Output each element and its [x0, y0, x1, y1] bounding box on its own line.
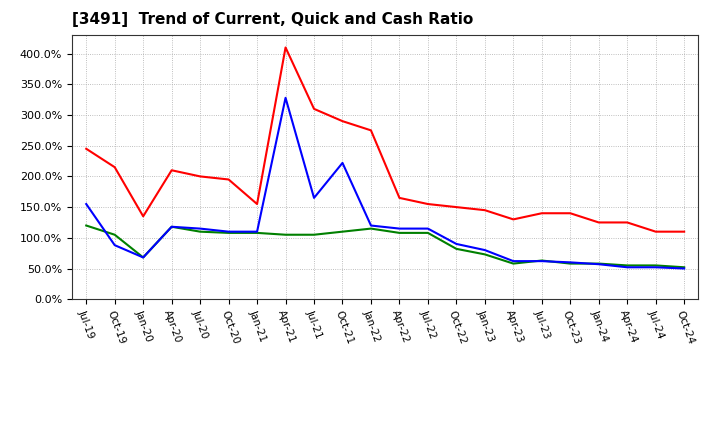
Cash Ratio	[225, 229, 233, 235]
Quick Ratio	[395, 230, 404, 235]
Quick Ratio	[566, 261, 575, 266]
Current Ratio	[167, 168, 176, 173]
Current Ratio	[338, 118, 347, 124]
Quick Ratio	[310, 232, 318, 237]
Cash Ratio	[395, 226, 404, 231]
Cash Ratio	[338, 160, 347, 165]
Current Ratio	[395, 195, 404, 201]
Cash Ratio	[139, 255, 148, 260]
Quick Ratio	[680, 264, 688, 270]
Current Ratio	[282, 45, 290, 50]
Cash Ratio	[595, 261, 603, 267]
Quick Ratio	[480, 252, 489, 257]
Quick Ratio	[253, 230, 261, 235]
Current Ratio	[139, 214, 148, 219]
Quick Ratio	[225, 230, 233, 235]
Current Ratio	[566, 211, 575, 216]
Cash Ratio	[310, 195, 318, 201]
Cash Ratio	[423, 226, 432, 231]
Cash Ratio	[623, 264, 631, 270]
Current Ratio	[680, 229, 688, 235]
Current Ratio	[310, 106, 318, 111]
Cash Ratio	[282, 95, 290, 100]
Quick Ratio	[139, 255, 148, 260]
Cash Ratio	[196, 226, 204, 231]
Cash Ratio	[110, 242, 119, 248]
Current Ratio	[452, 205, 461, 210]
Quick Ratio	[652, 263, 660, 268]
Quick Ratio	[623, 263, 631, 268]
Line: Cash Ratio: Cash Ratio	[86, 98, 684, 268]
Current Ratio	[110, 165, 119, 170]
Current Ratio	[253, 202, 261, 207]
Quick Ratio	[167, 224, 176, 229]
Current Ratio	[423, 202, 432, 207]
Quick Ratio	[282, 232, 290, 237]
Cash Ratio	[680, 266, 688, 271]
Current Ratio	[366, 128, 375, 133]
Quick Ratio	[452, 246, 461, 252]
Quick Ratio	[595, 261, 603, 266]
Quick Ratio	[110, 232, 119, 237]
Quick Ratio	[423, 230, 432, 235]
Current Ratio	[652, 229, 660, 235]
Quick Ratio	[196, 229, 204, 235]
Cash Ratio	[82, 202, 91, 207]
Quick Ratio	[509, 261, 518, 266]
Cash Ratio	[537, 258, 546, 264]
Quick Ratio	[338, 229, 347, 235]
Cash Ratio	[652, 264, 660, 270]
Cash Ratio	[167, 224, 176, 229]
Cash Ratio	[566, 260, 575, 265]
Current Ratio	[509, 217, 518, 222]
Current Ratio	[595, 220, 603, 225]
Quick Ratio	[537, 258, 546, 263]
Current Ratio	[225, 177, 233, 182]
Cash Ratio	[480, 247, 489, 253]
Line: Current Ratio: Current Ratio	[86, 48, 684, 232]
Cash Ratio	[509, 258, 518, 264]
Current Ratio	[537, 211, 546, 216]
Cash Ratio	[366, 223, 375, 228]
Line: Quick Ratio: Quick Ratio	[86, 226, 684, 267]
Text: [3491]  Trend of Current, Quick and Cash Ratio: [3491] Trend of Current, Quick and Cash …	[72, 12, 473, 27]
Current Ratio	[196, 174, 204, 179]
Quick Ratio	[366, 226, 375, 231]
Current Ratio	[480, 208, 489, 213]
Cash Ratio	[452, 241, 461, 246]
Current Ratio	[82, 146, 91, 151]
Quick Ratio	[82, 223, 91, 228]
Current Ratio	[623, 220, 631, 225]
Cash Ratio	[253, 229, 261, 235]
